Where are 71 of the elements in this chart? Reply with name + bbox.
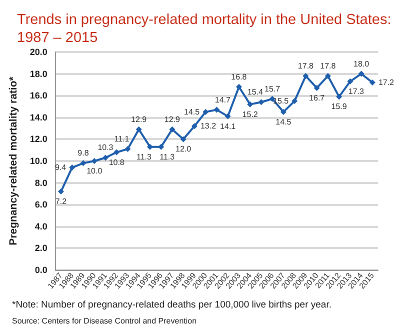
text: 15.9 [331, 102, 347, 112]
text: 11.3 [136, 152, 152, 162]
text: 17.8 [298, 61, 314, 70]
y-axis-title: Pregnancy-related mortality ratio* [8, 76, 20, 246]
chart-title: Trends in pregnancy-related mortality in the United States: 1987 – 2015 [17, 12, 392, 46]
y-tick-label: 16.0 [30, 90, 48, 101]
point [80, 160, 86, 166]
point [91, 158, 98, 164]
point [224, 113, 231, 120]
point [369, 80, 376, 86]
point [169, 126, 176, 132]
point [358, 70, 364, 77]
text: 17.2 [378, 78, 394, 88]
text: 7.2 [55, 197, 67, 206]
point [191, 123, 198, 130]
text: 9.4 [54, 163, 66, 172]
text: 10.8 [108, 158, 124, 167]
point [336, 94, 342, 100]
text: 10.3 [98, 143, 114, 152]
text: 18.0 [354, 59, 370, 68]
source-note: Source: Centers for Disease Control and Prevention [12, 316, 197, 326]
point [302, 72, 309, 79]
point [247, 101, 254, 108]
text: *Note: Number of pregnancy-related deaths per 100,000 live births per year. [12, 300, 332, 310]
y-tick-label: 20.0 [30, 47, 48, 57]
point [258, 99, 264, 106]
point [146, 144, 153, 150]
text: 15.4 [247, 88, 263, 97]
text: 16.8 [231, 72, 247, 82]
text: 14.1 [220, 122, 236, 131]
y-tick-label: 0.0 [34, 265, 48, 275]
text: 14.7 [214, 95, 230, 104]
point [102, 154, 108, 161]
point [114, 149, 120, 156]
point [292, 98, 298, 104]
y-tick-label: 18.0 [30, 68, 48, 79]
text: 12.9 [131, 114, 147, 124]
text: 12.9 [164, 114, 180, 124]
point [324, 72, 331, 79]
text: 16.7 [309, 93, 325, 102]
text: 11.3 [160, 152, 175, 162]
point [69, 164, 76, 171]
point [124, 146, 131, 152]
text: 15.2 [242, 110, 258, 119]
text: 10.0 [86, 166, 102, 176]
y-tick-label: 12.0 [30, 134, 48, 144]
text: 17.8 [320, 61, 336, 70]
y-tick-label: 6.0 [34, 200, 48, 210]
text: 15.7 [264, 84, 280, 94]
point [280, 108, 286, 115]
text: 9.8 [78, 148, 89, 158]
y-tick-label: 8.0 [34, 178, 48, 188]
point [214, 106, 220, 113]
text: 13.2 [200, 122, 216, 131]
y-tick-label: 2.0 [34, 243, 48, 254]
point [314, 84, 320, 91]
y-tick-label: 10.0 [30, 156, 48, 166]
point [202, 108, 209, 115]
point [58, 188, 64, 195]
point [347, 78, 354, 84]
text: 12.0 [176, 144, 192, 154]
text: 11.1 [114, 134, 130, 144]
point [236, 84, 242, 90]
text: 14.5 [276, 117, 292, 126]
text: 17.3 [348, 86, 364, 96]
point [158, 144, 164, 150]
y-tick-label: 4.0 [34, 221, 48, 232]
point [180, 136, 186, 142]
y-tick-label: 14.0 [30, 112, 48, 122]
point [136, 126, 142, 132]
text: 14.5 [184, 107, 200, 116]
